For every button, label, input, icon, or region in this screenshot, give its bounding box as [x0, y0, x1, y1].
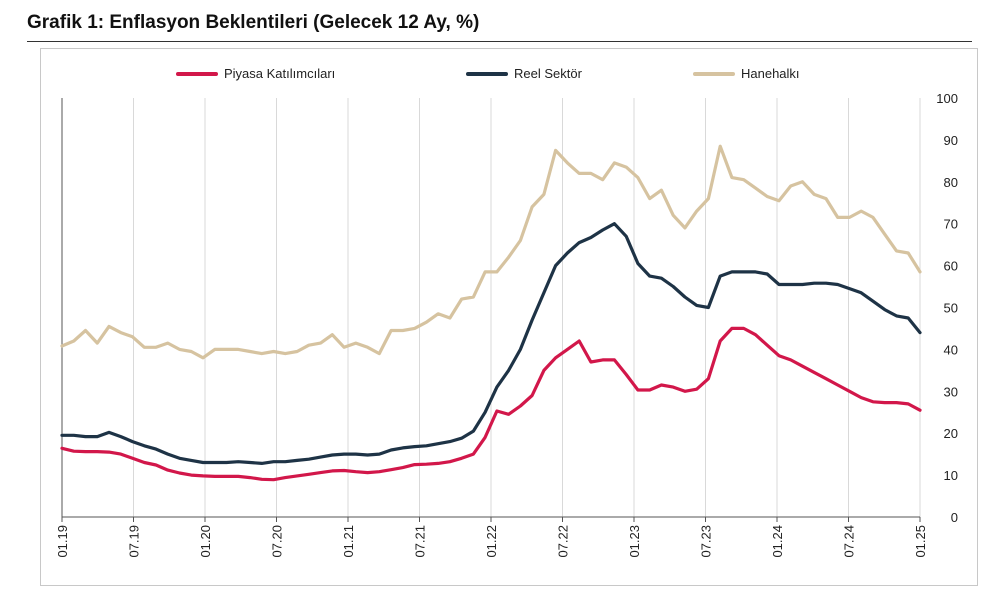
legend-label-reel: Reel Sektör — [514, 66, 582, 81]
y-tick-label: 80 — [944, 175, 958, 190]
legend-swatch-reel — [466, 71, 508, 76]
x-tick-label: 07.23 — [699, 525, 714, 558]
y-tick-label: 10 — [944, 468, 958, 483]
x-tick-label: 07.20 — [270, 525, 285, 558]
y-tick-label: 20 — [944, 426, 958, 441]
y-tick-label: 40 — [944, 342, 958, 357]
chart-title: Grafik 1: Enflasyon Beklentileri (Gelece… — [27, 12, 480, 33]
x-tick-label: 07.22 — [556, 525, 571, 558]
legend-swatch-hane — [693, 71, 735, 76]
legend-label-hane: Hanehalkı — [741, 66, 800, 81]
legend-swatch-piyasa — [176, 71, 218, 76]
y-tick-label: 0 — [951, 510, 958, 525]
x-tick-label: 01.23 — [627, 525, 642, 558]
legend-item-hane: Hanehalkı — [693, 66, 800, 81]
y-tick-label: 50 — [944, 301, 958, 316]
x-tick-label: 01.24 — [770, 525, 785, 558]
x-tick-label: 07.21 — [413, 525, 428, 558]
x-tick-label: 01.21 — [341, 525, 356, 558]
x-tick-label: 01.19 — [55, 525, 70, 558]
y-tick-label: 30 — [944, 384, 958, 399]
title-underline — [27, 41, 972, 42]
legend-item-piyasa: Piyasa Katılımcıları — [176, 66, 335, 81]
x-tick-label: 07.19 — [127, 525, 142, 558]
x-tick-label: 01.20 — [198, 525, 213, 558]
legend-label-piyasa: Piyasa Katılımcıları — [224, 66, 336, 81]
chart-frame — [40, 48, 978, 586]
series-line-reel — [60, 222, 922, 465]
x-tick-label: 07.24 — [842, 525, 857, 558]
y-tick-label: 60 — [944, 259, 958, 274]
y-tick-label: 100 — [936, 91, 958, 106]
series-line-hane — [60, 144, 922, 360]
y-tick-label: 90 — [944, 133, 958, 148]
x-tick-label: 01.25 — [913, 525, 928, 558]
series-line-piyasa — [60, 326, 922, 482]
x-tick-label: 01.22 — [484, 525, 499, 558]
y-tick-label: 70 — [944, 217, 958, 232]
legend-item-reel: Reel Sektör — [466, 66, 582, 81]
